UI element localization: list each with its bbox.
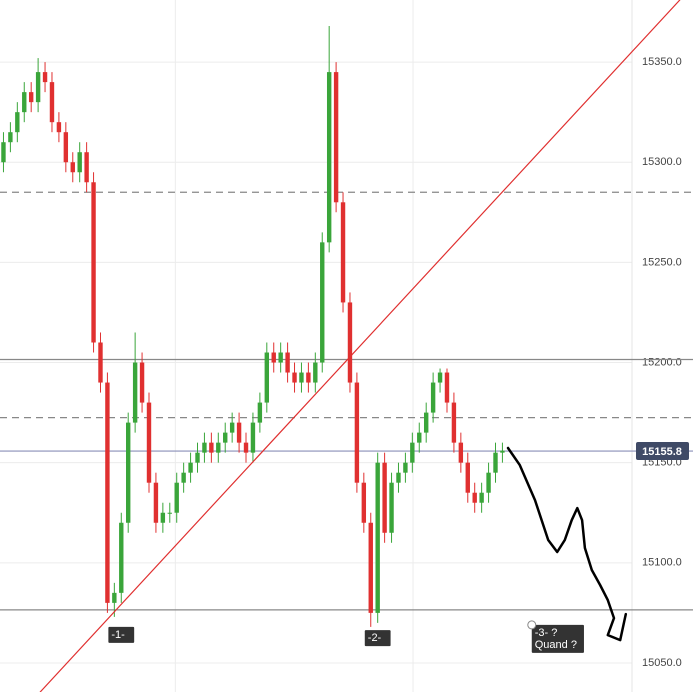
candle-body (112, 592, 117, 603)
candle-body (444, 372, 450, 403)
candle-body (153, 482, 159, 523)
candle-body (49, 82, 55, 123)
candle-body (299, 372, 304, 383)
annotation-box (531, 624, 584, 653)
candle-body (500, 450, 505, 453)
candle-body (70, 162, 75, 173)
price-tag (636, 442, 689, 461)
candle-body (22, 92, 27, 113)
y-tick-label: 15100.0 (642, 557, 682, 569)
candle-body (195, 452, 200, 463)
candle-body (437, 372, 443, 383)
candle-body (423, 412, 429, 433)
candle-body (410, 442, 415, 463)
forecast-line (506, 446, 628, 642)
annotation-text: -2- (368, 632, 382, 644)
candle-body (35, 72, 41, 103)
candle-body (458, 442, 464, 463)
candle-body (98, 342, 103, 383)
annotation-box (108, 626, 135, 643)
candle-body (306, 372, 311, 383)
candle-body (84, 152, 89, 183)
candle-body (313, 362, 318, 383)
candle-body (465, 462, 470, 493)
candle-body (333, 72, 339, 203)
candle-body (292, 372, 297, 383)
candle-body (430, 382, 436, 413)
candle-body (216, 442, 221, 453)
candle-body (278, 352, 283, 363)
candle-body (326, 72, 332, 243)
candle-body (347, 302, 353, 383)
candle-body (181, 472, 186, 483)
candle-body (91, 182, 96, 343)
candle-body (63, 132, 69, 163)
candle-body (146, 402, 152, 483)
candle-body (42, 72, 48, 83)
candle-body (15, 112, 20, 133)
candle-body (382, 462, 387, 533)
candle-body (493, 452, 498, 473)
candle-body (167, 512, 172, 514)
candle-body (56, 122, 62, 133)
candle-body (389, 482, 394, 533)
candle-body (1, 142, 6, 163)
candle-body (340, 202, 346, 303)
candle-body (375, 462, 380, 613)
candle-body (368, 522, 373, 613)
candle-body (202, 442, 207, 453)
candle-body (320, 242, 325, 363)
candle-body (77, 152, 82, 173)
candle-body (188, 462, 193, 473)
candle-body (479, 492, 484, 503)
candle-body (285, 352, 290, 373)
candle-body (139, 362, 145, 403)
candle-body (396, 472, 401, 483)
annotation-box (364, 630, 391, 647)
candle-body (209, 442, 214, 453)
candle-body (119, 522, 124, 593)
candle-body (250, 422, 256, 453)
candle-body (8, 132, 13, 143)
candle-body (354, 382, 360, 483)
candle-body (174, 482, 179, 513)
candle-body (132, 362, 138, 423)
candle-body (126, 422, 131, 523)
candle-body (28, 92, 34, 103)
candle-body (361, 482, 367, 523)
candle-body (472, 492, 477, 503)
y-tick-label: 15050.0 (642, 657, 682, 669)
trend-line (39, 0, 681, 692)
y-tick-label: 15250.0 (642, 256, 682, 268)
annotation-text: Quand ? (535, 639, 577, 651)
candle-body (229, 422, 235, 433)
y-tick-label: 15350.0 (642, 56, 682, 68)
candle-body (417, 432, 422, 443)
annotation-handle (527, 620, 537, 630)
candle-body (271, 352, 276, 363)
y-tick-label: 15200.0 (642, 356, 682, 368)
candle-body (264, 352, 270, 403)
annotation-text: -1- (111, 629, 125, 641)
candle-body (486, 472, 491, 493)
y-tick-label: 15300.0 (642, 156, 682, 168)
candle-body (243, 442, 249, 453)
candle-body (451, 402, 457, 443)
price-tag-label: 15155.8 (642, 446, 682, 458)
candle-body (403, 462, 408, 473)
candle-body (105, 382, 110, 603)
annotation-text: -3- ? (535, 627, 558, 639)
candle-body (223, 432, 228, 443)
candle-body (257, 402, 263, 423)
candle-body (236, 422, 242, 443)
candle-body (160, 512, 166, 523)
